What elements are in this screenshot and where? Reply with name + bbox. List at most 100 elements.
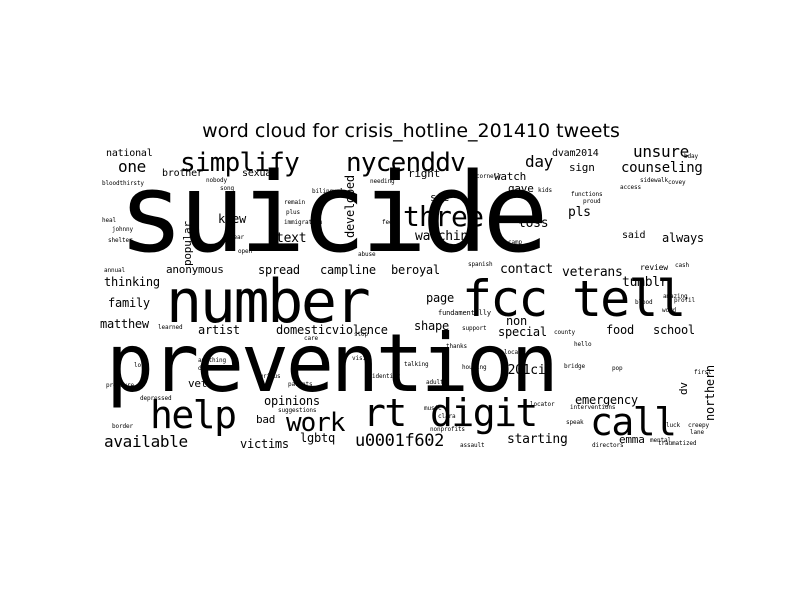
cloud-word: suggestions bbox=[278, 407, 317, 414]
cloud-word: shape bbox=[414, 319, 449, 333]
cloud-word: pop bbox=[612, 365, 623, 372]
cloud-word: care bbox=[304, 335, 318, 342]
cloud-word: day bbox=[525, 152, 553, 171]
cloud-word: tell bbox=[572, 270, 686, 328]
cloud-word: starting bbox=[507, 432, 568, 447]
cloud-word: lane bbox=[690, 429, 704, 436]
cloud-word: describe bbox=[198, 365, 226, 372]
cloud-word: hear bbox=[230, 234, 244, 241]
cloud-word: sign bbox=[569, 161, 595, 174]
cloud-word: music bbox=[424, 405, 442, 412]
cloud-word: special bbox=[498, 325, 547, 339]
cloud-word: always bbox=[662, 231, 704, 245]
cloud-word: curious bbox=[256, 373, 281, 380]
cloud-word: opinions bbox=[264, 394, 320, 408]
cloud-word: bday bbox=[684, 153, 698, 160]
cloud-word: veterans bbox=[562, 265, 623, 280]
cloud-word: covey bbox=[668, 179, 686, 186]
cloud-word: directors bbox=[592, 442, 624, 449]
cloud-word: help bbox=[150, 393, 237, 437]
cloud-word: open bbox=[238, 248, 252, 255]
cloud-word: family bbox=[108, 296, 150, 310]
cloud-word: identity bbox=[372, 373, 400, 380]
cloud-word: domesticviolence bbox=[276, 323, 388, 337]
cloud-word: vet bbox=[188, 377, 208, 390]
cloud-word: kids bbox=[538, 187, 552, 194]
cloud-word: interventions bbox=[570, 404, 616, 411]
cloud-word: heal bbox=[102, 217, 116, 224]
cloud-word: national bbox=[106, 148, 153, 159]
cloud-word: watch bbox=[494, 170, 527, 183]
cloud-word: thinking bbox=[104, 275, 160, 289]
cloud-word: work bbox=[286, 408, 346, 438]
cloud-word: annual bbox=[104, 267, 125, 274]
cloud-word: shelter bbox=[108, 237, 133, 244]
cloud-word: parents bbox=[288, 381, 313, 388]
cloud-word: nycenddv bbox=[346, 148, 466, 178]
cloud-word: cash bbox=[675, 262, 689, 269]
word-cloud: suicide prevention number fcc tell help … bbox=[100, 148, 715, 455]
cloud-word: watching bbox=[415, 229, 476, 244]
cloud-word: prevention bbox=[106, 317, 559, 410]
cloud-word: artist bbox=[198, 323, 240, 337]
cloud-word: beroyal bbox=[391, 263, 440, 277]
cloud-word: u201ci bbox=[500, 363, 546, 378]
cloud-word: said bbox=[622, 230, 646, 241]
cloud-word: assault bbox=[460, 442, 485, 449]
cloud-word: dv bbox=[677, 382, 690, 395]
cloud-word: stop bbox=[354, 331, 368, 338]
cloud-word: campline bbox=[320, 263, 376, 277]
cloud-word: county bbox=[554, 329, 575, 336]
cloud-word: bilingual bbox=[312, 188, 344, 195]
cloud-word: functions bbox=[571, 191, 603, 198]
cloud-word: knew bbox=[218, 212, 246, 226]
cloud-word: proud bbox=[583, 198, 601, 205]
cloud-word: pls bbox=[568, 205, 591, 220]
cloud-word: available bbox=[104, 432, 188, 451]
cloud-word: spread bbox=[258, 263, 300, 277]
cloud-word: number bbox=[166, 267, 371, 337]
cloud-word: one bbox=[118, 157, 146, 176]
cloud-word: locator bbox=[530, 401, 555, 408]
cloud-word: digit bbox=[430, 391, 538, 435]
cloud-word: emma bbox=[619, 433, 645, 446]
cloud-word: food bbox=[606, 323, 634, 337]
cloud-word: learning bbox=[494, 217, 522, 224]
cloud-word: first bbox=[694, 369, 712, 376]
cloud-word: gave bbox=[508, 182, 534, 195]
cloud-word: tumblr bbox=[622, 275, 668, 290]
cloud-word: needing bbox=[370, 178, 395, 185]
cloud-word: bridge bbox=[564, 363, 585, 370]
cloud-word: anything bbox=[198, 357, 226, 364]
cloud-word: hello bbox=[574, 341, 592, 348]
cloud-word: rt bbox=[363, 391, 407, 435]
cloud-word: border bbox=[112, 423, 133, 430]
cloud-word: three bbox=[403, 200, 484, 233]
cloud-word: luck bbox=[666, 422, 680, 429]
cloud-word: amazing bbox=[663, 293, 688, 300]
cloud-word: thanks bbox=[446, 343, 467, 350]
cloud-word: learned bbox=[158, 324, 183, 331]
cloud-word: talking bbox=[404, 361, 429, 368]
cloud-word: sidewalk bbox=[640, 177, 668, 184]
cloud-word: brother bbox=[162, 168, 203, 179]
cloud-word: matthew bbox=[100, 317, 149, 331]
cloud-word: traumatized bbox=[658, 440, 697, 447]
cloud-word: loss bbox=[518, 216, 549, 231]
cloud-word: visit bbox=[352, 355, 370, 362]
cloud-word: fundamentally bbox=[438, 309, 491, 317]
cloud-word: plus bbox=[286, 209, 300, 216]
cloud-word: song bbox=[220, 185, 234, 192]
cloud-word: fcc bbox=[462, 270, 548, 328]
cloud-word: creepy bbox=[688, 422, 709, 429]
cloud-word: victims bbox=[240, 437, 289, 451]
cloud-word: abuse bbox=[358, 251, 376, 258]
cloud-word: blood bbox=[635, 299, 653, 306]
cloud-word: depressed bbox=[140, 395, 172, 402]
cloud-word: cornell bbox=[476, 173, 501, 180]
cloud-word: counseling bbox=[621, 160, 703, 176]
cloud-word: developed bbox=[343, 175, 357, 238]
cloud-word: profil bbox=[674, 297, 695, 304]
cloud-word: page bbox=[426, 291, 454, 305]
cloud-word: clara bbox=[438, 413, 456, 420]
